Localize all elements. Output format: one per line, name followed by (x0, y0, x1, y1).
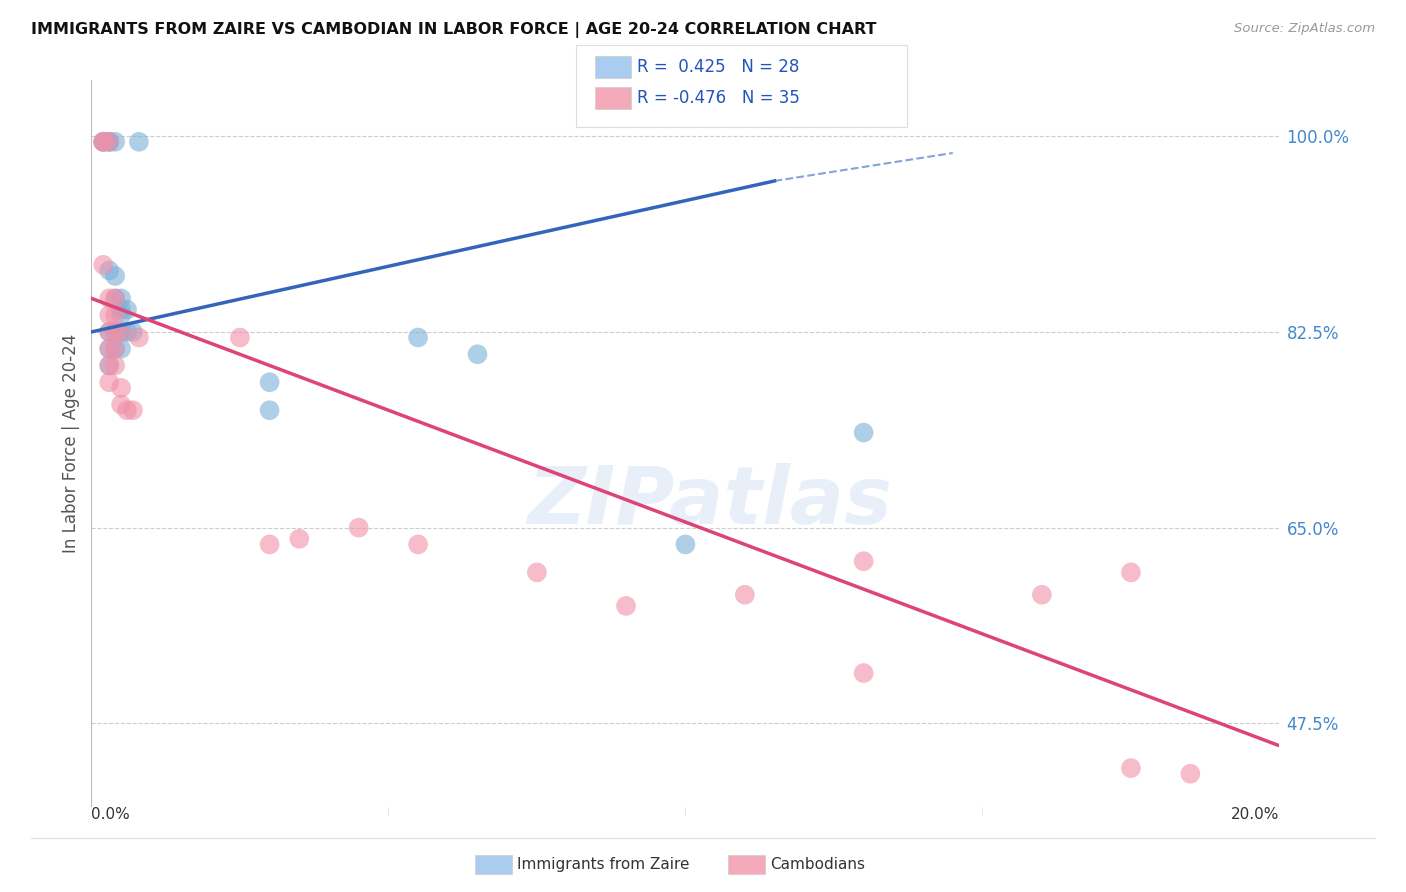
Point (98, 135, 121, 149)
Point (288, 532, 311, 546)
Point (91, 135, 114, 149)
Point (259, 376, 281, 390)
Point (110, 308, 132, 322)
Point (98, 135, 121, 149)
Point (852, 666, 875, 681)
Point (1031, 588, 1053, 602)
Point (259, 537, 281, 551)
Point (673, 537, 696, 551)
Point (110, 342, 132, 356)
Point (406, 330, 429, 344)
Point (98, 359, 121, 373)
Point (110, 292, 132, 306)
Point (104, 325, 127, 339)
Point (110, 325, 132, 339)
Point (1180, 766, 1202, 780)
Point (347, 521, 370, 535)
Point (104, 342, 127, 356)
Text: R =  0.425   N = 28: R = 0.425 N = 28 (637, 58, 799, 76)
Point (104, 292, 127, 306)
Point (467, 347, 489, 361)
Point (98, 263, 121, 277)
Text: Immigrants from Zaire: Immigrants from Zaire (517, 857, 690, 871)
Point (229, 330, 252, 344)
Point (104, 325, 127, 339)
Point (98, 135, 121, 149)
Point (98, 376, 121, 390)
Point (91, 135, 114, 149)
Text: IMMIGRANTS FROM ZAIRE VS CAMBODIAN IN LABOR FORCE | AGE 20-24 CORRELATION CHART: IMMIGRANTS FROM ZAIRE VS CAMBODIAN IN LA… (31, 22, 876, 38)
Text: 20.0%: 20.0% (1232, 807, 1279, 822)
Point (259, 403, 281, 417)
Point (104, 308, 127, 322)
Point (122, 403, 145, 417)
Point (98, 292, 121, 306)
Point (98, 359, 121, 373)
Text: R = -0.476   N = 35: R = -0.476 N = 35 (637, 89, 800, 107)
Point (104, 359, 127, 373)
Point (104, 342, 127, 356)
Point (128, 135, 150, 149)
Point (1119, 761, 1142, 775)
Point (98, 342, 121, 356)
Y-axis label: In Labor Force | Age 20-24: In Labor Force | Age 20-24 (62, 334, 80, 553)
Point (110, 398, 132, 412)
Text: Source: ZipAtlas.com: Source: ZipAtlas.com (1234, 22, 1375, 36)
Point (98, 325, 121, 339)
Point (406, 537, 429, 551)
Point (115, 302, 138, 317)
Point (110, 381, 132, 395)
Point (98, 342, 121, 356)
Point (98, 325, 121, 339)
Point (98, 308, 121, 322)
Point (110, 302, 132, 317)
Text: Cambodians: Cambodians (770, 857, 866, 871)
Point (91, 135, 114, 149)
Text: ZIPatlas: ZIPatlas (527, 463, 891, 541)
Point (115, 325, 138, 339)
Point (852, 554, 875, 568)
Point (104, 268, 127, 283)
Point (734, 588, 756, 602)
Point (1119, 566, 1142, 580)
Point (104, 292, 127, 306)
Point (122, 325, 145, 339)
Point (91, 135, 114, 149)
Point (128, 330, 150, 344)
Point (852, 425, 875, 440)
Point (104, 135, 127, 149)
Point (614, 599, 637, 613)
Point (115, 403, 138, 417)
Point (526, 566, 548, 580)
Text: 0.0%: 0.0% (91, 807, 131, 822)
Point (110, 325, 132, 339)
Point (91, 258, 114, 272)
